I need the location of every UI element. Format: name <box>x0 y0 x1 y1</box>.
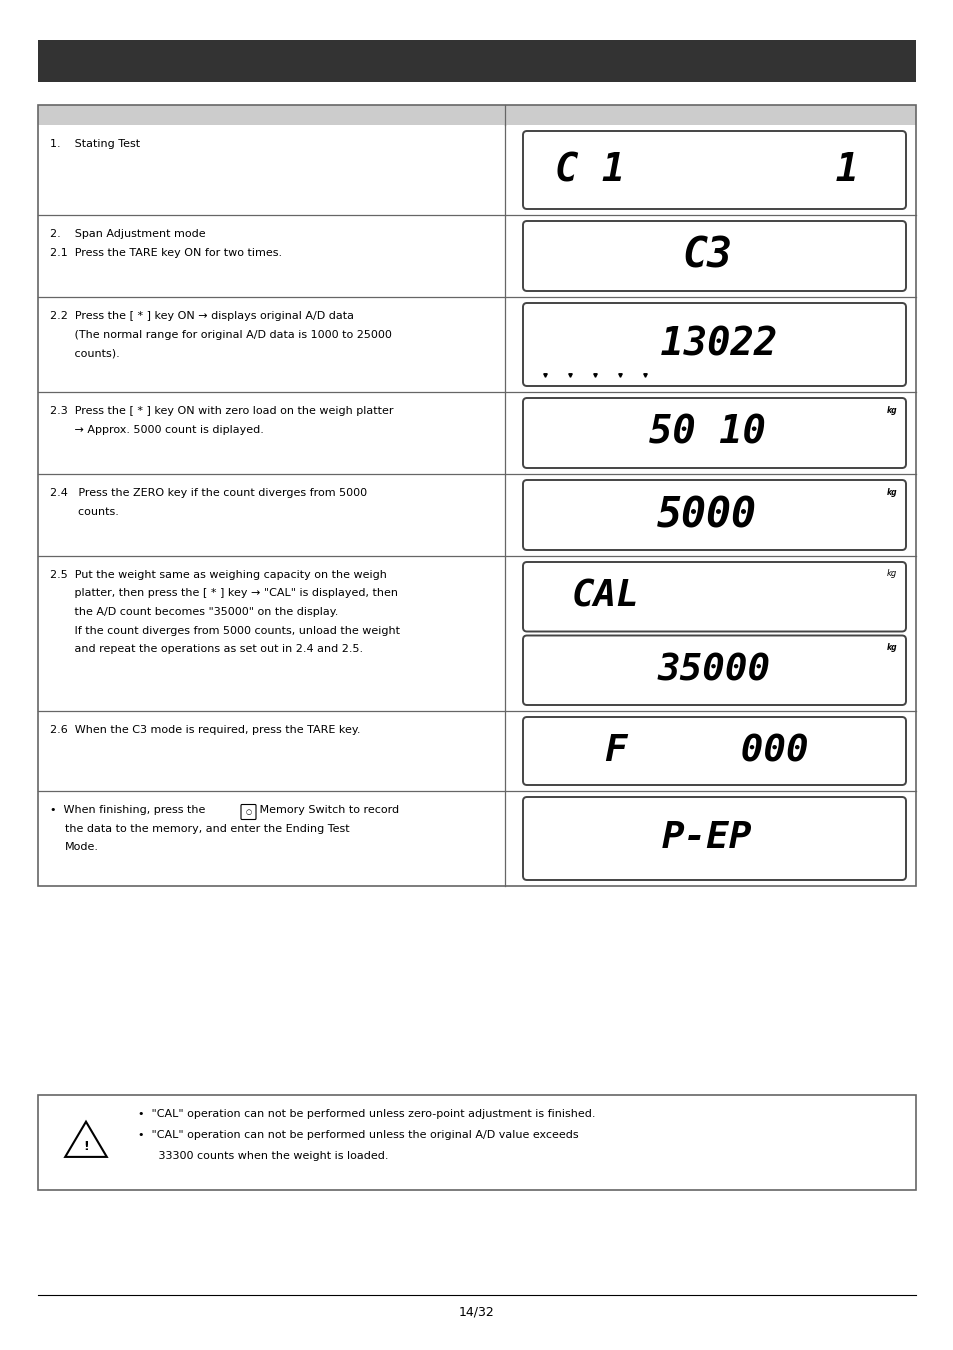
Text: 2.3  Press the [ * ] key ON with zero load on the weigh platter: 2.3 Press the [ * ] key ON with zero loa… <box>50 406 393 416</box>
Bar <box>38 392 504 474</box>
Text: 33300 counts when the weight is loaded.: 33300 counts when the weight is loaded. <box>148 1152 388 1161</box>
Text: the data to the memory, and enter the Ending Test: the data to the memory, and enter the En… <box>65 824 349 833</box>
Text: counts.: counts. <box>50 506 119 517</box>
Text: •  "CAL" operation can not be performed unless the original A/D value exceeds: • "CAL" operation can not be performed u… <box>138 1130 578 1139</box>
Text: 50 10: 50 10 <box>648 414 764 452</box>
Bar <box>504 556 915 711</box>
Text: kg: kg <box>885 487 896 497</box>
Bar <box>38 40 915 82</box>
Text: 5000: 5000 <box>657 494 757 536</box>
Bar <box>38 126 504 215</box>
Bar <box>504 474 915 556</box>
Bar <box>38 1095 915 1189</box>
Text: and repeat the operations as set out in 2.4 and 2.5.: and repeat the operations as set out in … <box>50 644 363 653</box>
Bar <box>38 711 504 791</box>
FancyBboxPatch shape <box>522 717 905 784</box>
FancyBboxPatch shape <box>522 562 905 632</box>
Text: 14/32: 14/32 <box>458 1305 495 1319</box>
Bar <box>38 297 504 392</box>
Text: C3: C3 <box>681 235 731 277</box>
FancyBboxPatch shape <box>522 398 905 468</box>
Text: CAL: CAL <box>572 579 639 614</box>
Text: Mode.: Mode. <box>65 842 99 852</box>
Text: 1.    Stating Test: 1. Stating Test <box>50 139 140 148</box>
Bar <box>504 215 915 297</box>
Text: 13022: 13022 <box>637 325 777 363</box>
Text: → Approx. 5000 count is diplayed.: → Approx. 5000 count is diplayed. <box>50 424 264 435</box>
FancyBboxPatch shape <box>522 636 905 705</box>
Text: P-EP: P-EP <box>661 821 752 856</box>
Bar <box>504 791 915 886</box>
Bar <box>504 711 915 791</box>
Text: kg: kg <box>885 406 896 414</box>
Text: counts).: counts). <box>50 348 120 358</box>
Text: !: ! <box>83 1139 89 1153</box>
Text: 2.2  Press the [ * ] key ON → displays original A/D data: 2.2 Press the [ * ] key ON → displays or… <box>50 310 354 321</box>
FancyBboxPatch shape <box>522 302 905 386</box>
Text: If the count diverges from 5000 counts, unload the weight: If the count diverges from 5000 counts, … <box>50 625 399 636</box>
Bar <box>504 392 915 474</box>
Text: •  "CAL" operation can not be performed unless zero-point adjustment is finished: • "CAL" operation can not be performed u… <box>138 1108 595 1119</box>
Text: 2.    Span Adjustment mode: 2. Span Adjustment mode <box>50 230 206 239</box>
Text: Memory Switch to record: Memory Switch to record <box>255 805 398 815</box>
Text: kg: kg <box>885 643 896 652</box>
Bar <box>504 126 915 215</box>
FancyBboxPatch shape <box>522 481 905 549</box>
Bar <box>38 556 504 711</box>
Text: 2.5  Put the weight same as weighing capacity on the weigh: 2.5 Put the weight same as weighing capa… <box>50 570 387 580</box>
Text: F     000: F 000 <box>604 733 808 770</box>
Bar <box>38 791 504 886</box>
Text: C 1         1: C 1 1 <box>555 151 858 189</box>
FancyBboxPatch shape <box>522 221 905 292</box>
Text: 35000: 35000 <box>658 652 770 688</box>
Text: (The normal range for original A/D data is 1000 to 25000: (The normal range for original A/D data … <box>50 329 392 339</box>
Text: platter, then press the [ * ] key → "CAL" is displayed, then: platter, then press the [ * ] key → "CAL… <box>50 589 397 598</box>
FancyBboxPatch shape <box>522 131 905 209</box>
Text: •  When finishing, press the: • When finishing, press the <box>50 805 209 815</box>
Bar <box>38 215 504 297</box>
Text: 2.1  Press the TARE key ON for two times.: 2.1 Press the TARE key ON for two times. <box>50 247 282 258</box>
FancyBboxPatch shape <box>241 805 255 819</box>
Text: 2.6  When the C3 mode is required, press the TARE key.: 2.6 When the C3 mode is required, press … <box>50 725 360 734</box>
FancyBboxPatch shape <box>522 796 905 880</box>
Bar <box>504 297 915 392</box>
Bar <box>38 105 915 126</box>
Text: ○: ○ <box>245 809 252 815</box>
Text: kg: kg <box>886 568 896 578</box>
Bar <box>38 474 504 556</box>
Bar <box>38 105 915 886</box>
Text: the A/D count becomes "35000" on the display.: the A/D count becomes "35000" on the dis… <box>50 608 338 617</box>
Text: 2.4   Press the ZERO key if the count diverges from 5000: 2.4 Press the ZERO key if the count dive… <box>50 487 367 498</box>
